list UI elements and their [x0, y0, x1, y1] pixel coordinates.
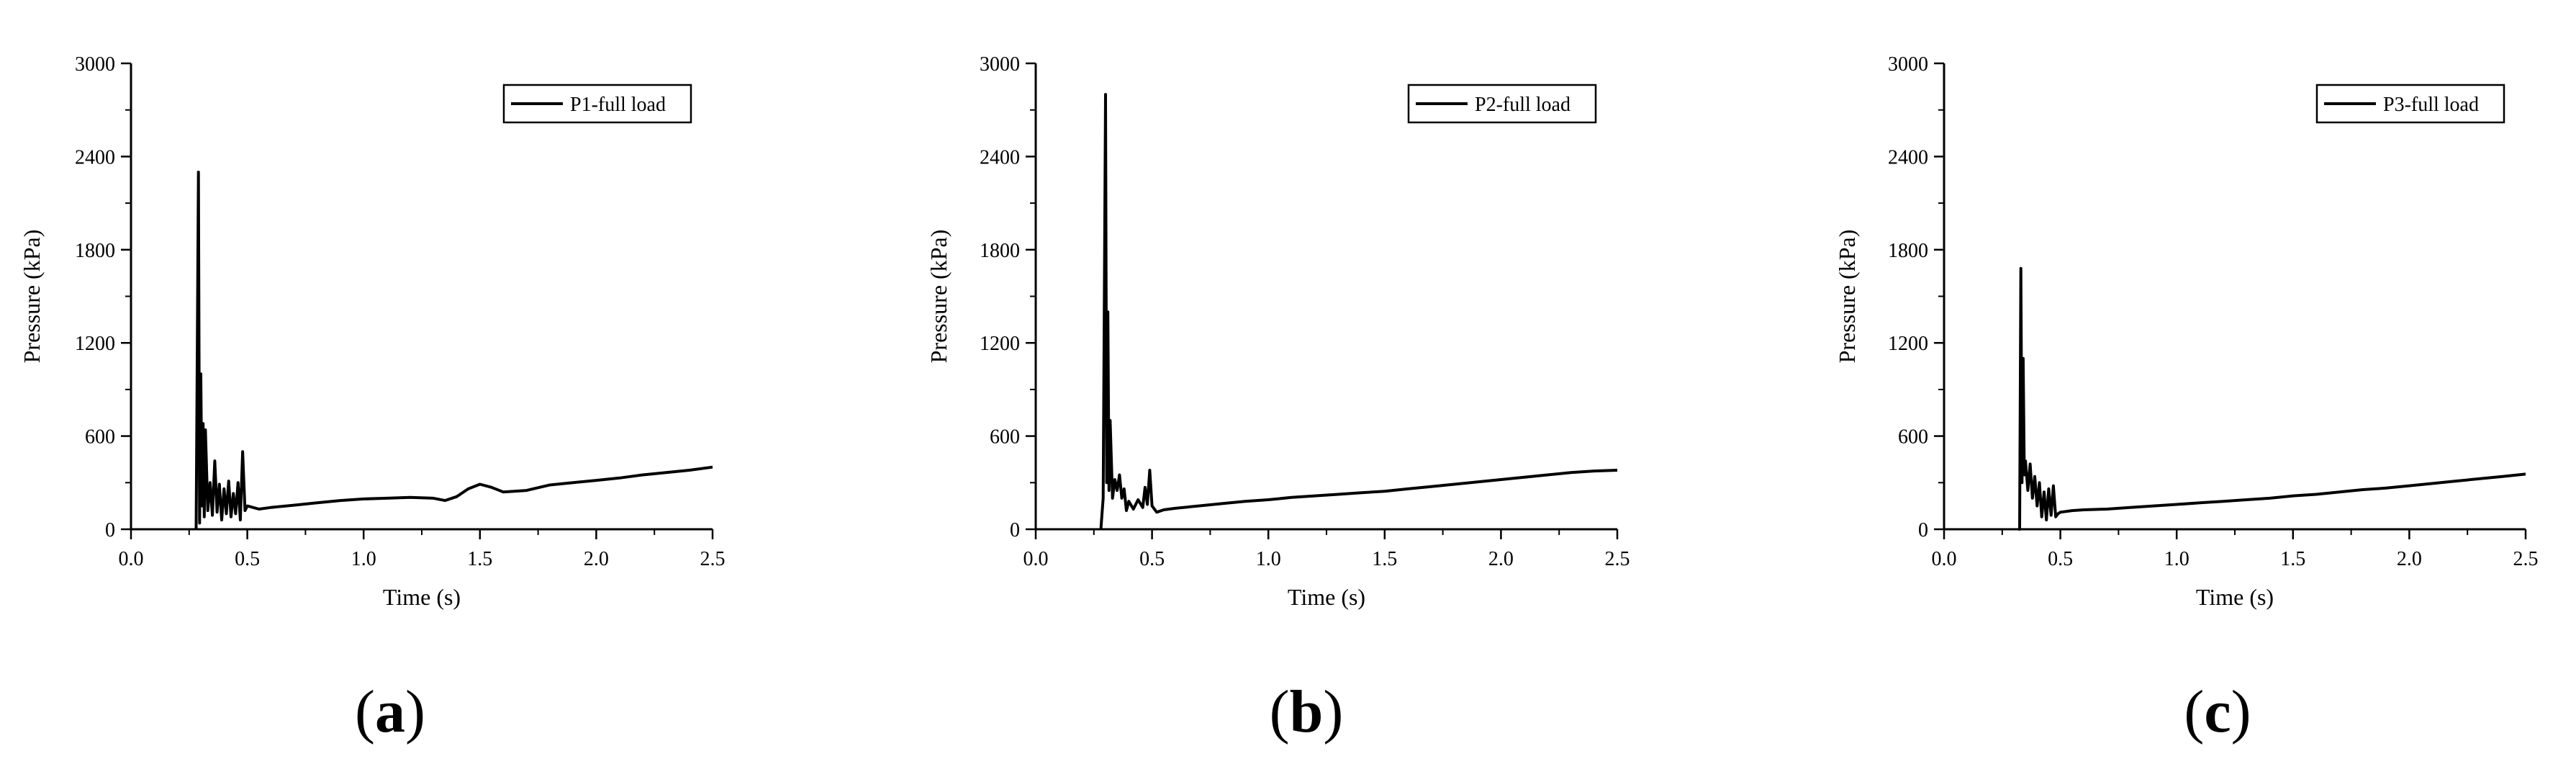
chart-1-y-tick-label: 2400 [75, 146, 115, 168]
chart-1-y-tick-label: 1800 [75, 240, 115, 262]
chart-1-x-tick-label: 1.0 [351, 548, 376, 570]
chart-3-y-tick-label: 3000 [1888, 53, 1928, 76]
chart-2-legend-label: P2-full load [1475, 94, 1571, 116]
chart-3-x-tick-label: 0.0 [1932, 548, 1957, 570]
chart-2-x-tick-label: 1.0 [1256, 548, 1281, 570]
chart-1-y-axis-label: Pressure (kPa) [19, 230, 45, 364]
chart-3-legend-label: P3-full load [2383, 94, 2479, 116]
chart-3-y-tick-label: 600 [1898, 426, 1928, 449]
chart-2-y-tick-label: 2400 [980, 146, 1020, 168]
chart-1-legend-label: P1-full load [570, 94, 666, 116]
chart-2-y-tick-label: 3000 [980, 53, 1020, 76]
chart-3-y-axis-label: Pressure (kPa) [1834, 230, 1860, 364]
chart-2-x-tick-label: 0.0 [1023, 548, 1049, 570]
chart-1-x-tick-label: 1.5 [467, 548, 492, 570]
chart-2-series-line [1099, 93, 1618, 530]
chart-3-x-axis-label: Time (s) [2196, 584, 2274, 610]
chart-3-x-tick-label: 0.5 [2048, 548, 2073, 570]
chart-3-x-tick-label: 1.5 [2280, 548, 2305, 570]
chart-1-x-tick-label: 2.5 [700, 548, 726, 570]
panel-label-b: (b) [1269, 678, 1344, 745]
chart-1-y-tick-label: 600 [85, 426, 115, 449]
chart-3-y-tick-label: 0 [1918, 519, 1928, 541]
chart-1-x-tick-label: 0.0 [119, 548, 144, 570]
chart-2-x-tick-label: 1.5 [1372, 548, 1397, 570]
chart-3-y-tick-label: 1200 [1888, 333, 1928, 355]
chart-2-y-axis-label: Pressure (kPa) [926, 230, 952, 364]
chart-1-x-tick-label: 0.5 [235, 548, 260, 570]
chart-2-y-tick-label: 1800 [980, 240, 1020, 262]
chart-1-series-line [194, 171, 713, 530]
chart-1-x-tick-label: 2.0 [584, 548, 609, 570]
chart-2-x-tick-label: 2.0 [1488, 548, 1514, 570]
chart-2-y-tick-label: 0 [1010, 519, 1020, 541]
chart-2-y-tick-label: 600 [990, 426, 1020, 449]
chart-2-y-tick-label: 1200 [980, 333, 1020, 355]
chart-3-y-tick-label: 1800 [1888, 240, 1928, 262]
chart-2-x-tick-label: 2.5 [1605, 548, 1630, 570]
chart-1-y-tick-label: 1200 [75, 333, 115, 355]
chart-3-x-tick-label: 2.5 [2513, 548, 2539, 570]
chart-3-y-tick-label: 2400 [1888, 146, 1928, 168]
chart-1-x-axis-label: Time (s) [383, 584, 461, 610]
chart-1-y-tick-label: 0 [105, 519, 115, 541]
chart-3-x-tick-label: 2.0 [2397, 548, 2422, 570]
chart-2-x-axis-label: Time (s) [1288, 584, 1365, 610]
panel-label-a: (a) [355, 678, 425, 745]
panel-label-c: (c) [2184, 678, 2251, 745]
chart-3-x-tick-label: 1.0 [2164, 548, 2189, 570]
chart-3-series-line [2018, 266, 2526, 531]
chart-2-x-tick-label: 0.5 [1139, 548, 1165, 570]
chart-1-y-tick-label: 3000 [75, 53, 115, 76]
